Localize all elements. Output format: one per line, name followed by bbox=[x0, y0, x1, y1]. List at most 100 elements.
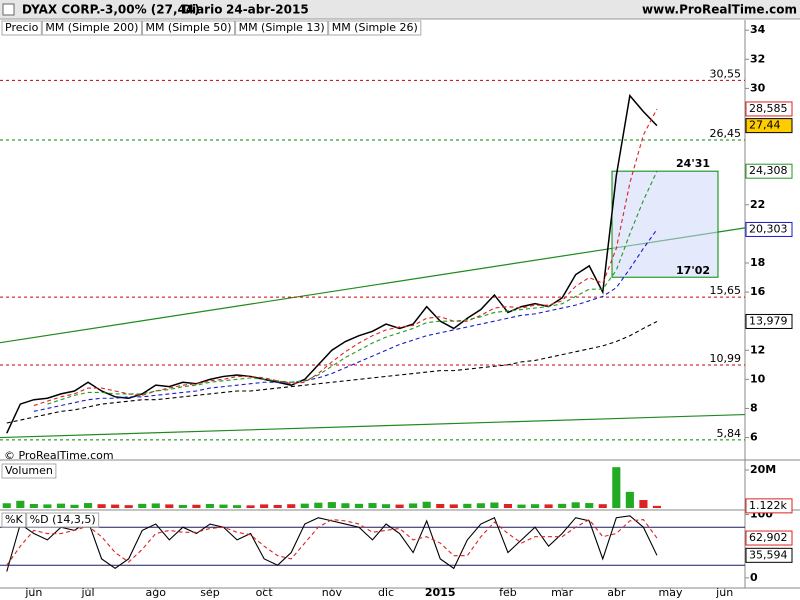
series-line bbox=[33, 108, 658, 407]
volume-bar bbox=[652, 505, 662, 508]
volume-bar bbox=[598, 504, 607, 508]
value-box-label: 1.122k bbox=[749, 499, 787, 512]
volume-bar bbox=[449, 504, 458, 508]
volume-bar bbox=[341, 503, 350, 508]
volume-bar bbox=[476, 503, 485, 508]
volume-bar bbox=[354, 503, 364, 508]
volume-bar bbox=[273, 504, 282, 508]
level-label: 5,84 bbox=[717, 427, 742, 440]
volume-bar bbox=[612, 467, 621, 508]
x-tick-label: 2015 bbox=[425, 586, 456, 599]
legend-chip bbox=[328, 20, 422, 36]
trend-line bbox=[0, 413, 746, 439]
volume-bar bbox=[287, 504, 296, 508]
y-tick-label: 10 bbox=[750, 372, 766, 385]
legend-chip bbox=[1, 463, 57, 479]
value-box bbox=[745, 530, 793, 546]
header-bar bbox=[0, 0, 800, 19]
volume-bar bbox=[503, 504, 513, 508]
volume-bar bbox=[409, 503, 418, 508]
volume-bar bbox=[165, 504, 174, 508]
volume-bar bbox=[151, 503, 160, 508]
volume-bar bbox=[219, 504, 228, 508]
y-tick-label: 8 bbox=[750, 401, 758, 414]
volume-bar bbox=[395, 504, 404, 508]
series-line bbox=[6, 93, 658, 434]
legend-label: MM (Simple 13) bbox=[239, 21, 325, 34]
legend-label: %K bbox=[5, 513, 23, 526]
series-line bbox=[6, 518, 658, 566]
volume-bar bbox=[327, 502, 336, 508]
volume-bar bbox=[83, 503, 93, 508]
header-change: -3,00% (27,44) bbox=[100, 3, 200, 17]
legend-chip bbox=[1, 512, 27, 528]
header-date: 24-abr-2015 bbox=[226, 3, 309, 17]
series-line bbox=[33, 229, 658, 412]
volume-bar bbox=[97, 504, 106, 508]
volume-bar bbox=[178, 504, 187, 508]
y-tick-label: 34 bbox=[750, 23, 766, 36]
x-tick-label: abr bbox=[607, 586, 626, 599]
volume-bar bbox=[585, 503, 594, 508]
volume-bar bbox=[205, 504, 215, 508]
value-box bbox=[745, 101, 793, 117]
box-top-label: 24'31 bbox=[676, 157, 710, 170]
x-tick-label: dic bbox=[378, 586, 394, 599]
watermark: © ProRealTime.com bbox=[4, 449, 114, 462]
volume-bar bbox=[625, 491, 634, 508]
x-tick-label: ago bbox=[146, 586, 167, 599]
legend-label: Volumen bbox=[5, 464, 53, 477]
volume-bar bbox=[56, 503, 66, 508]
value-box-label: 27,44 bbox=[749, 119, 781, 132]
level-label: 26,45 bbox=[710, 127, 742, 140]
x-tick-label: jul bbox=[80, 586, 94, 599]
legend-chip bbox=[235, 20, 329, 36]
x-tick-label: jun bbox=[715, 586, 733, 599]
volume-bar bbox=[138, 503, 147, 508]
volume-bar bbox=[368, 503, 377, 508]
volume-bar bbox=[232, 505, 242, 508]
volume-bar bbox=[192, 504, 201, 508]
volume-bar bbox=[260, 504, 269, 508]
y-tick-label: 12 bbox=[750, 343, 765, 356]
level-label: 10,99 bbox=[710, 352, 742, 365]
legend-chip bbox=[1, 20, 42, 36]
y-tick-label: 20M bbox=[750, 463, 776, 476]
legend-label: %D (14,3,5) bbox=[30, 513, 96, 526]
header-site: www.ProRealTime.com bbox=[642, 3, 797, 17]
series-line bbox=[47, 170, 658, 405]
volume-bar bbox=[111, 504, 120, 508]
value-box bbox=[745, 498, 793, 514]
volume-bar bbox=[29, 504, 38, 508]
legend-chip bbox=[26, 512, 100, 528]
y-tick-label: 6 bbox=[750, 431, 758, 444]
header-title: DYAX CORP. bbox=[22, 3, 101, 17]
y-tick-label: 22 bbox=[750, 198, 765, 211]
volume-bar bbox=[70, 504, 79, 508]
y-tick-label: 16 bbox=[750, 285, 766, 298]
x-tick-label: mar bbox=[551, 586, 573, 599]
x-tick-label: nov bbox=[322, 586, 343, 599]
x-tick-label: feb bbox=[499, 586, 517, 599]
volume-bar bbox=[2, 503, 11, 508]
x-tick-label: sep bbox=[200, 586, 219, 599]
value-box-label: 24,308 bbox=[749, 164, 788, 177]
range-box bbox=[611, 170, 719, 278]
value-box-label: 20,303 bbox=[749, 222, 788, 235]
volume-bar bbox=[463, 503, 472, 508]
value-box bbox=[745, 118, 793, 134]
value-box bbox=[745, 547, 793, 563]
level-label: 30,55 bbox=[710, 67, 742, 80]
volume-bar bbox=[422, 501, 431, 508]
series-line bbox=[6, 320, 658, 424]
y-tick-label: 32 bbox=[750, 52, 765, 65]
x-tick-label: may bbox=[659, 586, 683, 599]
value-box-label: 35,594 bbox=[749, 548, 788, 561]
box-bottom-label: 17'02 bbox=[676, 264, 710, 277]
volume-bar bbox=[436, 504, 445, 508]
volume-bar bbox=[571, 502, 580, 508]
legend-label: MM (Simple 26) bbox=[332, 21, 418, 34]
volume-bar bbox=[490, 502, 499, 508]
legend-label: MM (Simple 200) bbox=[45, 21, 138, 34]
